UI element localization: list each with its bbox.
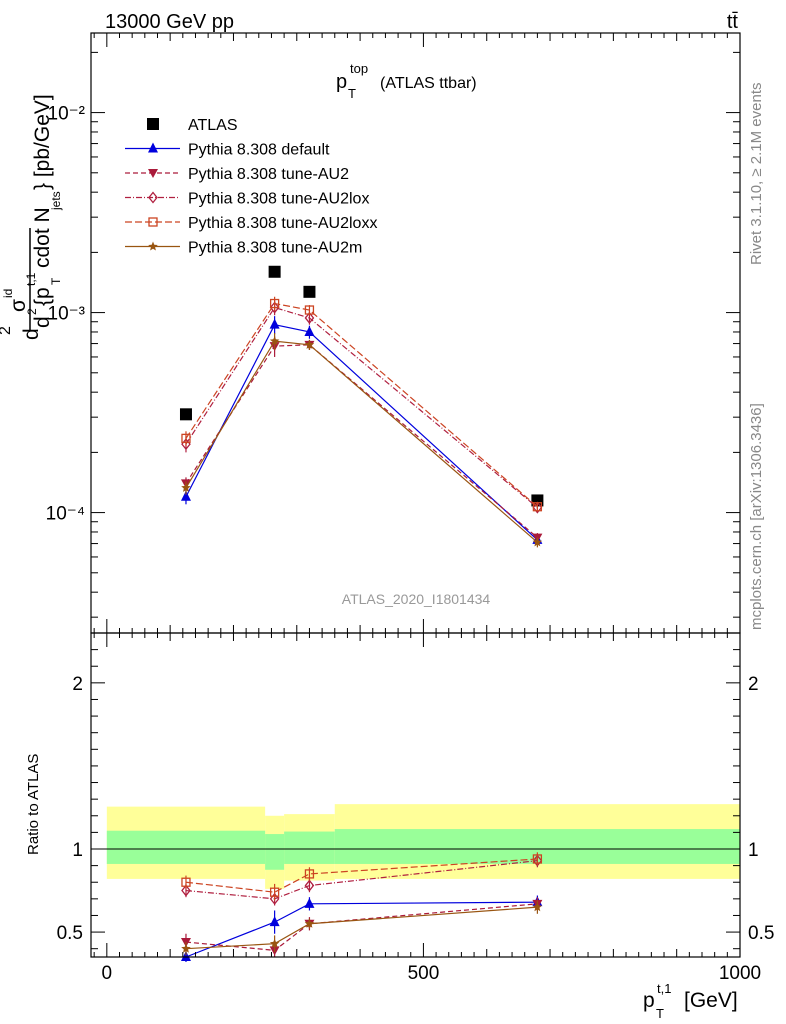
- svg-text:cdot N: cdot N: [31, 207, 54, 268]
- x-tick-label: 0: [102, 963, 113, 984]
- series-pythia-8-308-default-point: [269, 318, 280, 329]
- plot-title: p top T (ATLAS ttbar): [336, 61, 477, 101]
- series-pythia-8-308-tune-au2m-ratio-line: [185, 906, 538, 950]
- series-pythia-8-308-tune-au2lox-ratio-point: [304, 879, 315, 892]
- ratio-y-tick-label-right: 0.5: [748, 923, 774, 944]
- legend-atlas-label: ATLAS: [188, 117, 238, 134]
- x-label-p: p: [643, 989, 655, 1012]
- svg-text:2: 2: [0, 326, 14, 335]
- svg-text:T: T: [49, 277, 63, 285]
- legend-label: Pythia 8.308 default: [188, 142, 330, 159]
- series-pythia-8-308-default-ratio-point: [269, 916, 280, 927]
- ratio-y-tick-label-left: 0.5: [57, 923, 83, 944]
- series-pythia-8-308-default-ratio-line: [185, 901, 538, 958]
- ratio-y-axis-label: Ratio to ATLAS: [25, 754, 42, 855]
- svg-text:id: id: [1, 289, 15, 298]
- title-subscript: T: [348, 86, 356, 101]
- series-pythia-8-308-tune-au2lox-ratio-point: [181, 884, 191, 897]
- ratio-y-tick-label-right: 1: [748, 840, 759, 861]
- legend-marker: [148, 142, 158, 153]
- atlas-data-point: [303, 285, 316, 298]
- series-pythia-8-308-tune-au2m-point: [181, 482, 191, 492]
- series-pythia-8-308-tune-au2lox-point: [269, 301, 280, 314]
- main-y-axis-label: d 2 σ id d 2 {p t,1 T cdot N jets } [pb/…: [0, 94, 63, 340]
- series-pythia-8-308-tune-au2loxx-point: [304, 305, 315, 315]
- svg-text:d: d: [20, 328, 43, 340]
- series-pythia-8-308-tune-au2m-point: [269, 336, 280, 346]
- series-pythia-8-308-default-point: [304, 325, 315, 336]
- svg-text:t,1: t,1: [24, 272, 38, 286]
- x-tick-label: 500: [408, 963, 440, 984]
- series-pythia-8-308-tune-au2loxx-ratio-line: [185, 858, 538, 893]
- legend-label: Pythia 8.308 tune-AU2lox: [188, 191, 369, 208]
- series-pythia-8-308-tune-au2loxx-ratio-point: [181, 877, 191, 887]
- series-pythia-8-308-default-point: [180, 490, 191, 501]
- ratio-band-inner: [284, 831, 335, 864]
- main-y-tick-label: 10⁻²: [48, 104, 86, 125]
- main-y-tick-label: 10⁻³: [48, 304, 86, 325]
- legend-atlas-marker: [147, 118, 159, 130]
- ratio-band-inner: [106, 830, 266, 864]
- series-pythia-8-308-tune-au2loxx-ratio-point: [532, 854, 543, 864]
- legend-marker: [148, 191, 158, 204]
- series-pythia-8-308-tune-au2lox-point: [304, 311, 315, 325]
- series-pythia-8-308-default-line: [185, 324, 538, 541]
- x-label-subscript: T: [656, 1006, 664, 1021]
- legend-label: Pythia 8.308 tune-AU2: [188, 166, 349, 183]
- title-rest: (ATLAS ttbar): [380, 75, 477, 92]
- series-pythia-8-308-tune-au2loxx-line: [185, 302, 538, 508]
- svg-text:d: d: [31, 316, 54, 328]
- legend-label: Pythia 8.308 tune-AU2m: [188, 240, 362, 257]
- legend-marker: [148, 169, 158, 178]
- series-pythia-8-308-tune-au2-line: [185, 344, 538, 539]
- mcplots-source-label: mcplots.cern.ch [arXiv:1306.3436]: [748, 403, 765, 630]
- series-pythia-8-308-tune-au2loxx-ratio-point: [304, 869, 315, 879]
- ratio-band-inner: [265, 834, 285, 870]
- rivet-version-label: Rivet 3.1.10, ≥ 2.1M events: [748, 83, 765, 266]
- series-pythia-8-308-tune-au2loxx-point: [181, 433, 191, 444]
- series-pythia-8-308-tune-au2lox-line: [185, 306, 538, 508]
- series-pythia-8-308-tune-au2lox-ratio-line: [185, 860, 538, 900]
- series-pythia-8-308-tune-au2lox-point: [532, 501, 543, 514]
- atlas-data-point: [179, 408, 192, 421]
- ratio-plot-frame: [90, 632, 741, 958]
- series-pythia-8-308-tune-au2loxx-point: [269, 298, 280, 309]
- series-pythia-8-308-tune-au2m-point: [304, 339, 315, 349]
- series-pythia-8-308-tune-au2loxx-point: [532, 502, 543, 512]
- series-pythia-8-308-tune-au2m-point: [532, 537, 543, 547]
- series-pythia-8-308-tune-au2lox-ratio-point: [269, 892, 280, 905]
- ratio-y-tick-label-right: 2: [748, 674, 759, 695]
- series-pythia-8-308-tune-au2m-line: [185, 340, 538, 543]
- svg-text:} [pb/GeV]: } [pb/GeV]: [31, 94, 54, 190]
- x-axis-label: p t,1 T [GeV]: [643, 981, 738, 1021]
- series-pythia-8-308-tune-au2m-ratio-point: [181, 943, 191, 953]
- atlas-data-point: [268, 265, 281, 278]
- legend-marker: [148, 241, 158, 251]
- series-pythia-8-308-tune-au2loxx-ratio-point: [269, 887, 280, 897]
- series-pythia-8-308-tune-au2m-ratio-point: [532, 902, 543, 912]
- title-p: p: [336, 71, 347, 93]
- title-superscript: top: [350, 61, 368, 76]
- ratio-y-tick-label-left: 2: [72, 674, 83, 695]
- energy-label: 13000 GeV pp: [105, 11, 234, 33]
- analysis-label: ATLAS_2020_I1801434: [342, 591, 491, 607]
- series-pythia-8-308-default-ratio-point: [180, 951, 191, 961]
- legend-marker: [148, 217, 158, 227]
- legend-label: Pythia 8.308 tune-AU2loxx: [188, 215, 377, 232]
- ratio-y-tick-label-left: 1: [72, 840, 83, 861]
- main-y-tick-label: 10⁻⁴: [46, 504, 85, 525]
- x-label-superscript: t,1: [657, 981, 671, 996]
- svg-text:σ: σ: [7, 299, 30, 312]
- x-label-unit: [GeV]: [684, 989, 738, 1012]
- series-pythia-8-308-default-ratio-point: [304, 897, 315, 908]
- svg-text:{p: {p: [31, 287, 54, 306]
- svg-text:jets: jets: [49, 191, 63, 211]
- svg-text:2: 2: [25, 308, 39, 315]
- series-pythia-8-308-tune-au2m-ratio-point: [304, 918, 315, 928]
- process-label: tt̄: [727, 11, 739, 33]
- x-tick-label: 1000: [719, 963, 761, 984]
- series-pythia-8-308-tune-au2m-ratio-point: [269, 938, 280, 948]
